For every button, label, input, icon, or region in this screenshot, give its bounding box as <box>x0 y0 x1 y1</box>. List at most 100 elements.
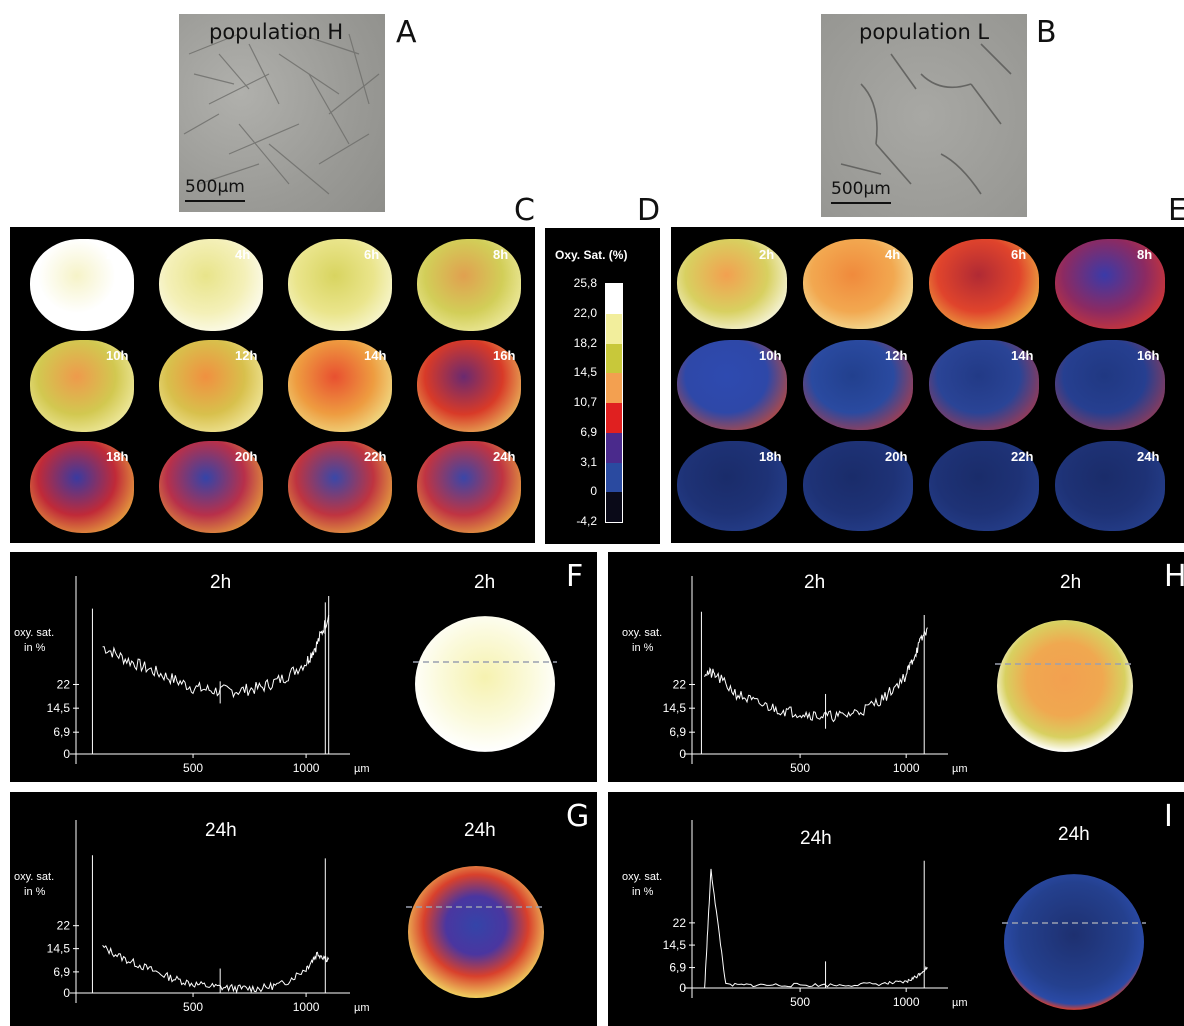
timelapse-image <box>417 441 521 533</box>
timepoint-label: 24h <box>493 449 516 464</box>
panel-letter-i: I <box>1164 799 1173 834</box>
timelapse-image <box>288 441 392 533</box>
timepoint-label: 2h <box>759 247 775 262</box>
colorbar-tick-label: 0 <box>590 484 597 499</box>
y-tick-label: 0 <box>679 747 686 761</box>
timelapse-image <box>288 340 392 432</box>
timelapse-image <box>159 340 263 432</box>
colorbar-scale <box>605 283 623 523</box>
y-axis-label: oxy. sat. <box>622 871 662 883</box>
timepoint-label: 24h <box>1137 449 1160 464</box>
timelapse-image <box>803 340 913 430</box>
x-tick-label: 1000 <box>893 761 920 775</box>
colorbar-band <box>606 432 622 463</box>
colorbar-tick-label: 6,9 <box>580 424 597 439</box>
y-axis-label-unit: in % <box>24 886 46 898</box>
timelapse-image <box>677 441 787 531</box>
section-image <box>1004 874 1144 1010</box>
y-axis-label: oxy. sat. <box>14 871 54 883</box>
panel-g-profile: oxy. sat. in % 22 14,5 6,9 0 500 1000 µm 24h 24h… <box>10 792 597 1026</box>
colorbar-band <box>606 492 622 522</box>
colorbar-band <box>606 343 622 374</box>
timepoint-label: 10h <box>106 348 129 363</box>
profile-line <box>102 944 330 994</box>
image-title-f: 2h <box>474 572 496 593</box>
timepoint-label: 4h <box>885 247 901 262</box>
timepoint-label: 12h <box>885 348 908 363</box>
y-tick-label: 14,5 <box>47 942 71 956</box>
y-tick-label: 6,9 <box>669 725 686 739</box>
micrograph-population-h: population H 500µm <box>179 14 385 212</box>
timelapse-image <box>30 340 134 432</box>
colorbar-band <box>606 403 622 433</box>
image-title-h: 2h <box>1060 572 1082 593</box>
scale-label-b: 500µm <box>831 179 891 199</box>
x-tick-label: 500 <box>790 761 810 775</box>
profile-chart-g: oxy. sat. in % 22 14,5 6,9 0 500 1000 µm <box>14 820 546 1014</box>
y-tick-label: 0 <box>679 981 686 995</box>
x-tick-label: 1000 <box>293 761 320 775</box>
section-image <box>408 866 544 998</box>
timepoint-label: 10h <box>759 348 782 363</box>
timepoint-label: 16h <box>1137 348 1160 363</box>
x-axis-unit: µm <box>952 763 968 775</box>
colorbar-tick-label: 10,7 <box>573 395 597 409</box>
timepoint-label: 8h <box>493 247 509 262</box>
panel-letter-e: E <box>1168 193 1184 228</box>
colorbar-band <box>606 284 622 314</box>
timelapse-image <box>30 239 134 331</box>
panel-d-colorbar: Oxy. Sat. (%) 25,8 22,0 18,2 14,5 10,7 6,9 3,1… <box>545 228 660 544</box>
timepoint-label: 6h <box>1011 247 1027 262</box>
timelapse-image <box>929 340 1039 430</box>
timelapse-image <box>288 239 392 331</box>
timelapse-image <box>929 441 1039 531</box>
y-tick-label: 22 <box>57 919 71 933</box>
panel-c-timelapse: 2h 4h 6h 8h 10h 12h 14h 16h 18h 20h 22h 24h <box>10 227 535 543</box>
y-tick-label: 22 <box>57 677 71 691</box>
panel-letter-d: D <box>637 193 661 228</box>
x-tick-label: 1000 <box>293 1000 320 1014</box>
panel-h-profile: oxy. sat. in % 22 14,5 6,9 0 500 1000 µm 2h 2h H <box>608 552 1184 782</box>
y-axis-label: oxy. sat. <box>622 627 662 639</box>
scale-label-a: 500µm <box>185 177 245 197</box>
timepoint-label: 18h <box>759 449 782 464</box>
profile-title-g: 24h <box>205 820 237 841</box>
y-tick-label: 6,9 <box>53 725 70 739</box>
image-title-i: 24h <box>1058 824 1090 845</box>
timelapse-image <box>159 441 263 533</box>
x-tick-label: 500 <box>183 761 203 775</box>
x-axis-unit: µm <box>354 1002 370 1014</box>
timelapse-image <box>1055 340 1165 430</box>
y-axis-label: oxy. sat. <box>14 627 54 639</box>
section-image <box>415 616 555 752</box>
profile-title-i: 24h <box>800 828 832 849</box>
colorbar-band <box>606 313 622 344</box>
panel-letter-f: F <box>566 559 584 594</box>
profile-chart-i: oxy. sat. in % 22 14,5 6,9 0 500 1000 µm <box>622 820 1146 1010</box>
timelapse-image <box>417 239 521 331</box>
population-h-label: population H <box>209 20 344 44</box>
panel-letter-b: B <box>1036 15 1057 50</box>
section-image <box>997 620 1133 752</box>
panel-letter-a: A <box>396 15 417 50</box>
timelapse-grid-c: 2h 4h 6h 8h 10h 12h 14h 16h 18h 20h 22h 24h <box>10 227 535 543</box>
micrograph-population-l: population L 500µm <box>821 14 1027 217</box>
panel-f-profile: oxy. sat. in % 22 14,5 6,9 0 500 1000 µm 2h 2h F <box>10 552 597 782</box>
y-axis-label-unit: in % <box>24 642 46 654</box>
profile-title-f: 2h <box>210 572 232 593</box>
x-tick-label: 500 <box>790 995 810 1009</box>
colorbar-band <box>606 373 622 403</box>
y-axis-label-unit: in % <box>632 642 654 654</box>
y-tick-label: 6,9 <box>53 965 70 979</box>
scale-bar-b <box>831 202 891 204</box>
timepoint-label: 14h <box>1011 348 1034 363</box>
x-tick-label: 1000 <box>893 995 920 1009</box>
timepoint-label: 20h <box>885 449 908 464</box>
profile-line <box>704 627 928 723</box>
colorbar-band <box>606 462 622 493</box>
cell-texture-b <box>840 43 1012 195</box>
x-axis-unit: µm <box>952 997 968 1009</box>
colorbar-title: Oxy. Sat. (%) <box>555 248 628 262</box>
panel-letter-g: G <box>566 799 590 834</box>
y-tick-label: 0 <box>63 986 70 1000</box>
